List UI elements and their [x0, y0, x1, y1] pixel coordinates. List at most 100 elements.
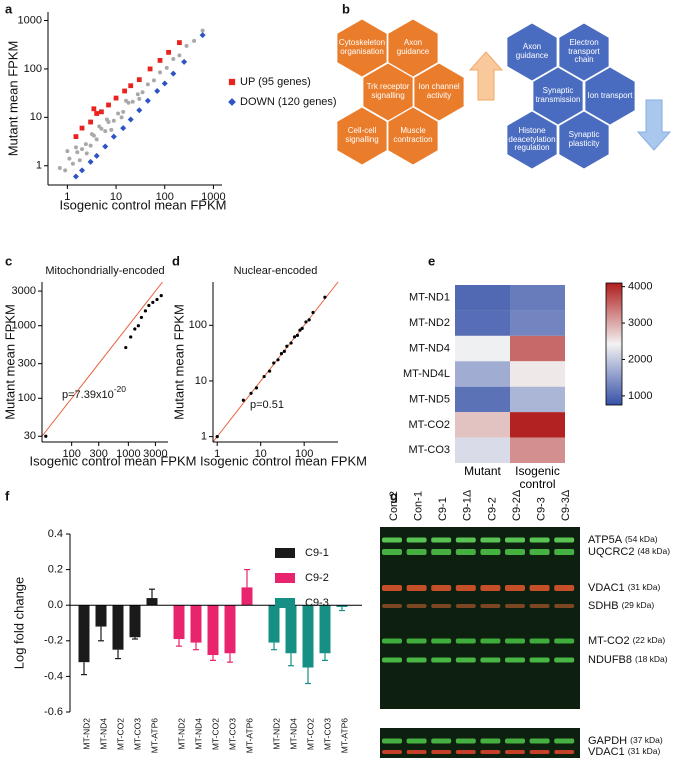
point	[103, 129, 108, 134]
point	[177, 53, 182, 58]
x-tick-label: MT-CO3	[322, 718, 332, 750]
x-tick-label: 1000	[116, 448, 140, 460]
band	[406, 638, 427, 644]
band	[554, 738, 575, 744]
band	[554, 750, 575, 754]
point	[140, 90, 145, 95]
point	[91, 106, 97, 112]
point	[89, 132, 94, 137]
bar	[129, 605, 141, 638]
legend-label: C9-1	[305, 547, 329, 559]
legend-label: C9-2	[305, 572, 329, 584]
band-size: (22 kDa)	[633, 635, 666, 645]
y-tick-label: 30	[24, 430, 36, 442]
point	[124, 345, 128, 350]
point	[79, 167, 86, 174]
heat-cell	[510, 412, 565, 438]
y-tick-label: 100	[189, 319, 207, 331]
hexagon	[558, 22, 610, 82]
band	[455, 585, 476, 591]
band-size: (31 kDa)	[628, 582, 661, 592]
x-tick-label: MT-ND2	[271, 718, 281, 750]
heat-cell	[455, 310, 510, 336]
y-tick-label: 0.2	[48, 564, 63, 576]
label-box: Mutant	[464, 465, 501, 478]
x-tick-label: MT-CO3	[132, 718, 142, 750]
x-tick-label: 3000	[143, 448, 167, 460]
point	[166, 49, 171, 55]
y-tick-label: -0.6	[44, 706, 63, 718]
heat-cell	[455, 335, 510, 362]
hexagon	[506, 22, 558, 82]
y-tick-label: 1	[201, 431, 207, 443]
row-label: MT-CO2	[408, 419, 450, 431]
x-tick-label: MT-ATP6	[149, 718, 159, 754]
row-label: MT-ND1	[409, 292, 450, 304]
hexagon	[584, 66, 636, 126]
band-size: (18 kDa)	[635, 654, 668, 664]
heat-cell	[510, 386, 565, 413]
point	[311, 310, 315, 315]
heat-cell	[510, 361, 565, 387]
hexagon	[413, 62, 465, 122]
band	[529, 537, 550, 543]
point	[87, 158, 94, 165]
point	[147, 303, 151, 308]
band	[529, 585, 550, 591]
band	[431, 549, 452, 555]
point	[137, 96, 142, 101]
label-box: Cytoskeleton organisation	[339, 38, 385, 56]
point	[102, 143, 109, 150]
band	[480, 657, 501, 663]
band	[431, 537, 452, 543]
bar	[302, 605, 314, 668]
point	[272, 361, 276, 365]
legend-swatch	[275, 548, 295, 558]
bar	[319, 605, 331, 654]
y-tick-label: 3000	[12, 285, 36, 297]
bar	[336, 605, 348, 607]
label-box: Axon guidance	[397, 38, 429, 56]
point	[111, 118, 116, 123]
point	[83, 142, 88, 147]
band	[505, 657, 525, 663]
point	[144, 97, 151, 104]
x-tick-label: 100	[156, 191, 174, 203]
point	[307, 318, 311, 322]
band	[505, 585, 525, 591]
band	[382, 585, 402, 591]
point	[63, 168, 68, 173]
band-label: UQCRC2 (48 kDa)	[588, 546, 670, 558]
point	[170, 70, 177, 77]
point	[158, 70, 163, 75]
point	[298, 328, 302, 332]
legend-label: UP (95 genes)	[240, 76, 311, 88]
point	[300, 326, 304, 330]
band	[406, 657, 427, 663]
point	[44, 434, 48, 438]
label-box: Isogenic control	[515, 465, 560, 491]
band	[382, 738, 402, 744]
y-tick-label: 1000	[18, 14, 42, 26]
column-label: Mutant	[464, 465, 501, 478]
point	[120, 125, 127, 132]
point	[282, 349, 286, 353]
x-tick-label: MT-ND4	[98, 718, 108, 750]
chart-title: Mitochondrially-encoded	[45, 265, 164, 277]
hexagon	[336, 106, 388, 166]
point	[129, 335, 133, 339]
band-label: SDHB (29 kDa)	[588, 600, 654, 612]
heat-cell	[455, 361, 510, 387]
label-box: Axon guidance	[516, 42, 548, 60]
band	[529, 604, 550, 608]
lane-label: Con-1	[413, 491, 425, 521]
band-label: GAPDH (37 kDa)	[588, 735, 663, 747]
heat-cell	[455, 386, 510, 413]
band	[505, 738, 525, 744]
term-label: Trk receptor signalling	[366, 82, 410, 100]
band-name: SDHB	[588, 600, 619, 612]
point	[75, 150, 80, 155]
point	[295, 333, 300, 337]
band	[505, 750, 525, 754]
